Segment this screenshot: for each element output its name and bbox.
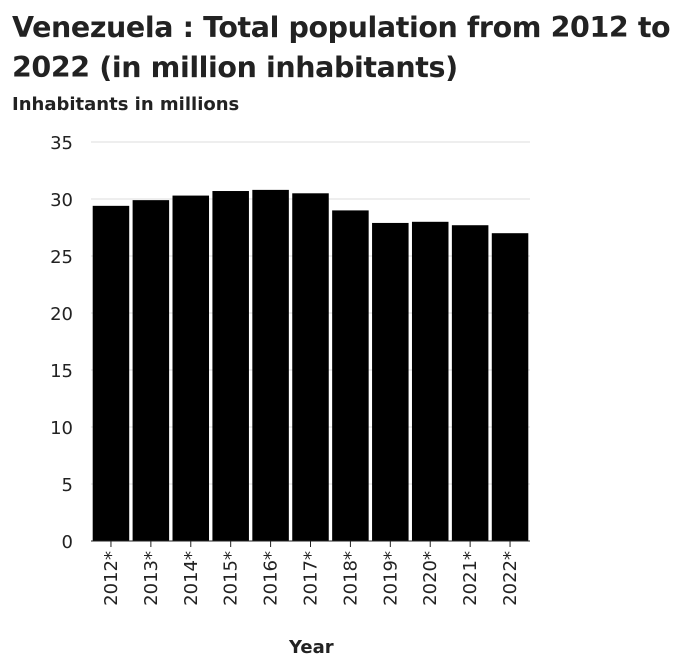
- bar: [332, 210, 369, 541]
- x-tick-label: 2013*: [141, 551, 162, 606]
- y-tick-label: 30: [50, 190, 73, 211]
- axes: 0 5 10 15 20 25 30 35 2012* 2013* 2014* 2015* 2016* 2…: [50, 133, 530, 606]
- bar: [92, 205, 130, 541]
- x-tick-label: 2021*: [460, 551, 481, 606]
- bar: [491, 233, 529, 541]
- y-axis-title: Inhabitants in millions: [12, 94, 240, 115]
- bar: [212, 191, 249, 541]
- y-tick-label: 35: [50, 133, 73, 154]
- x-axis-title: Year: [289, 637, 334, 658]
- y-tick-label: 10: [50, 418, 73, 439]
- x-tick-label: 2014*: [181, 551, 202, 606]
- x-tick-label: 2019*: [380, 551, 401, 606]
- y-tick-label: 25: [50, 247, 73, 268]
- bar: [132, 200, 170, 541]
- x-tick-label: 2012*: [101, 551, 122, 606]
- chart-title: Venezuela : Total population from 2012 t…: [12, 11, 671, 84]
- y-tick-label: 0: [62, 532, 73, 553]
- x-tick-label: 2015*: [221, 551, 242, 606]
- bar: [292, 193, 329, 542]
- x-tick-label: 2016*: [261, 551, 282, 606]
- bar: [411, 221, 449, 542]
- x-tick-label: 2020*: [420, 551, 441, 606]
- bar: [372, 222, 409, 541]
- bar: [451, 225, 489, 541]
- bars: [92, 189, 529, 542]
- x-tick-label: 2017*: [301, 551, 322, 606]
- y-tick-label: 5: [62, 475, 73, 496]
- bar: [172, 195, 210, 541]
- x-tick-label: 2022*: [500, 551, 521, 606]
- bar: [252, 189, 289, 541]
- y-tick-label: 20: [50, 304, 73, 325]
- x-tick-label: 2018*: [340, 551, 361, 606]
- y-tick-label: 15: [50, 361, 73, 382]
